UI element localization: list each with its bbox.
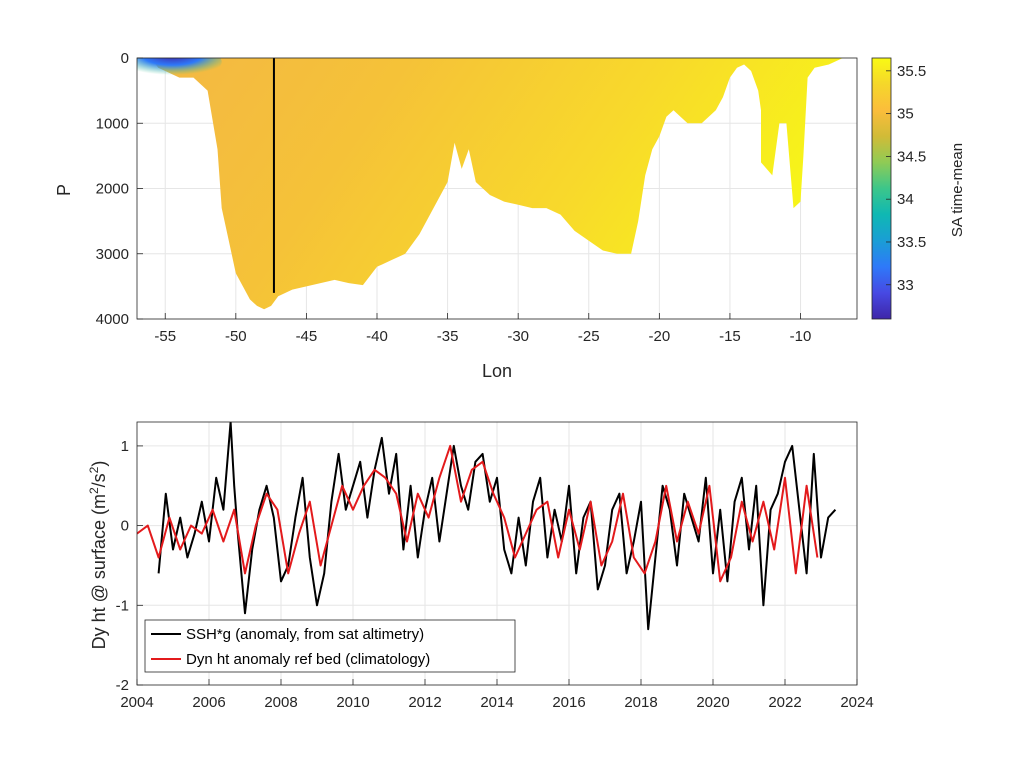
top-x-tick-label: -10 (790, 328, 812, 345)
top-x-tick-label: -30 (507, 328, 529, 345)
colorbar-tick-label: 34.5 (897, 148, 926, 165)
salinity-field (151, 58, 843, 310)
bottom-x-tick-label: 2004 (120, 694, 153, 711)
bottom-y-tick-label: -1 (116, 597, 129, 614)
bottom-x-tick-label: 2006 (192, 694, 225, 711)
series-dynht-line (137, 444, 819, 583)
bottom-x-tick-label: 2012 (408, 694, 441, 711)
top-x-tick-label: -45 (296, 328, 318, 345)
colorbar-tick-label: 35 (897, 106, 914, 123)
bottom-y-tick-label: 0 (121, 518, 129, 535)
legend-label-dynht: Dyn ht anomaly ref bed (climatology) (186, 651, 430, 668)
top-y-tick-label: 1000 (96, 115, 129, 132)
top-x-ticks: -55 -50 -45 -40 -35 -30 -25 -20 -15 -10 (154, 313, 811, 345)
colorbar-tick-label: 33.5 (897, 234, 926, 251)
colorbar-tick-label: 33 (897, 277, 914, 294)
top-panel: -55 -50 -45 -40 -35 -30 -25 -20 -15 -10 0 1000 2000… (54, 50, 966, 381)
top-x-tick-label: -55 (154, 328, 176, 345)
colorbar-ticks: 33 33.5 34 34.5 35 35.5 (886, 63, 926, 294)
bottom-x-tick-label: 2010 (336, 694, 369, 711)
top-y-axis-label: P (54, 184, 74, 196)
bottom-y-tick-label: -2 (116, 677, 129, 694)
legend: SSH*g (anomaly, from sat altimetry) Dyn … (144, 619, 516, 673)
bottom-x-tick-label: 2008 (264, 694, 297, 711)
fresh-water-patch (137, 58, 222, 79)
colorbar-label: SA time-mean (949, 143, 966, 237)
bottom-y-ticks: -2 -1 0 1 (116, 438, 143, 694)
bottom-x-tick-label: 2020 (696, 694, 729, 711)
top-x-tick-label: -35 (437, 328, 459, 345)
bottom-x-tick-label: 2018 (624, 694, 657, 711)
top-x-tick-label: -15 (719, 328, 741, 345)
colorbar-tick-label: 35.5 (897, 63, 926, 80)
series-ssh-line (157, 422, 837, 631)
bottom-x-ticks: 2004 2006 2008 2010 2012 2014 2016 2018 2020 2022… (120, 679, 874, 711)
top-x-tick-label: -25 (578, 328, 600, 345)
legend-label-ssh: SSH*g (anomaly, from sat altimetry) (186, 626, 424, 643)
top-y-tick-label: 0 (121, 50, 129, 67)
bottom-x-tick-label: 2022 (768, 694, 801, 711)
top-x-tick-label: -40 (366, 328, 388, 345)
bottom-panel: 2004 2006 2008 2010 2012 2014 2016 2018 2020 2022… (87, 421, 874, 711)
bottom-y-tick-label: 1 (121, 438, 129, 455)
top-y-ticks: 0 1000 2000 3000 4000 (96, 50, 143, 328)
top-y-tick-label: 4000 (96, 311, 129, 328)
colorbar (871, 57, 892, 320)
legend-box (144, 619, 516, 673)
top-x-tick-label: -50 (225, 328, 247, 345)
top-x-tick-label: -20 (649, 328, 671, 345)
top-y-tick-label: 3000 (96, 246, 129, 263)
top-y-tick-label: 2000 (96, 181, 129, 198)
bottom-x-tick-label: 2024 (840, 694, 873, 711)
bottom-x-tick-label: 2014 (480, 694, 513, 711)
bottom-y-axis-label: Dy ht @ surface (m2/s2) (87, 461, 109, 650)
bottom-x-tick-label: 2016 (552, 694, 585, 711)
top-x-axis-label: Lon (482, 361, 512, 381)
colorbar-tick-label: 34 (897, 191, 914, 208)
